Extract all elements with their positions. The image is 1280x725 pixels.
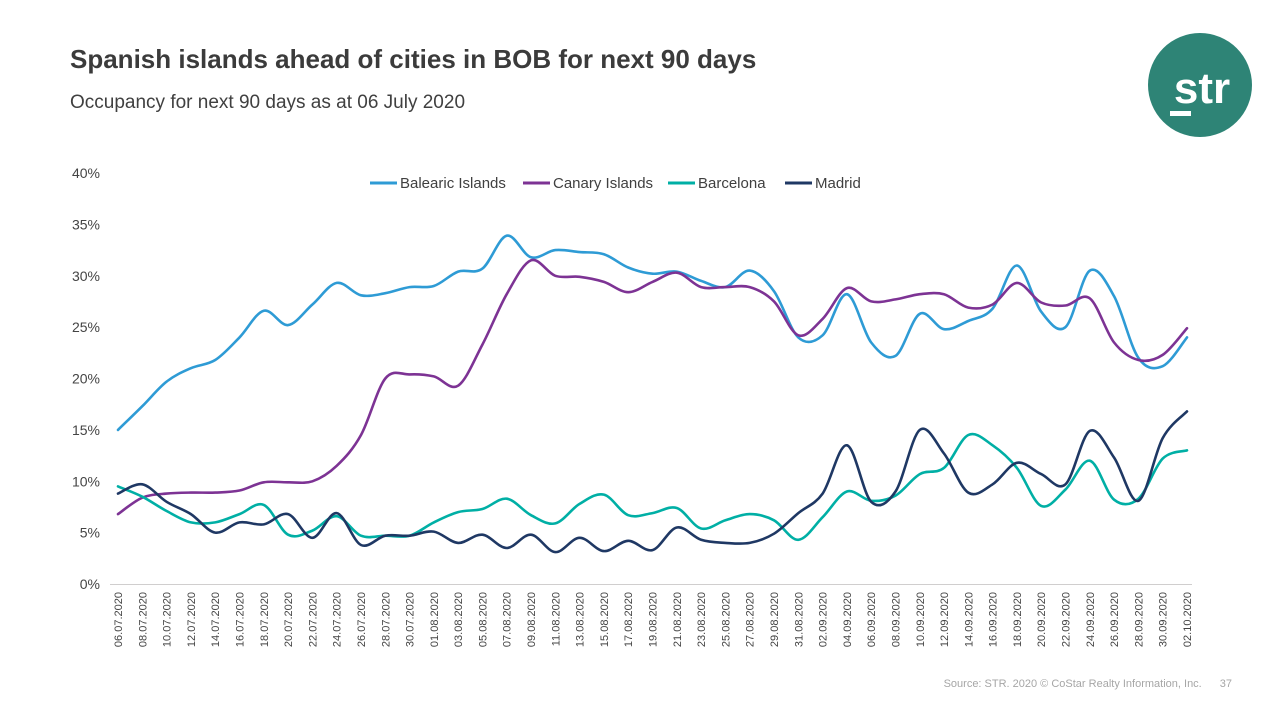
x-axis-label: 01.08.2020: [429, 592, 441, 647]
x-axis-label: 14.09.2020: [963, 592, 975, 647]
x-axis-label: 24.09.2020: [1085, 592, 1097, 647]
x-axis-label: 21.08.2020: [672, 592, 684, 647]
x-axis-label: 18.07.2020: [259, 592, 271, 647]
x-axis-label: 18.09.2020: [1012, 592, 1024, 647]
x-axis-label: 26.09.2020: [1109, 592, 1121, 647]
x-axis-label: 22.09.2020: [1061, 592, 1073, 647]
legend-item-madrid: Madrid: [785, 175, 861, 192]
x-axis-label: 25.08.2020: [720, 592, 732, 647]
page-number: 37: [1219, 678, 1232, 690]
legend-label: Barcelona: [698, 175, 766, 192]
x-axis-label: 28.09.2020: [1133, 592, 1145, 647]
x-axis-label: 06.07.2020: [113, 592, 125, 647]
y-axis-label: 40%: [72, 165, 100, 181]
str-logo-graphic: str: [1148, 33, 1252, 137]
legend-label: Balearic Islands: [400, 175, 506, 192]
x-axis-label: 27.08.2020: [745, 592, 757, 647]
x-axis-label: 12.09.2020: [939, 592, 951, 647]
page-subtitle: Occupancy for next 90 days as at 06 July…: [70, 92, 466, 113]
x-axis-label: 16.09.2020: [988, 592, 1000, 647]
x-axis-label: 11.08.2020: [550, 592, 562, 646]
str-logo-underline: [1170, 111, 1191, 116]
x-axis-label: 08.07.2020: [137, 592, 149, 647]
legend-item-canary-islands: Canary Islands: [523, 175, 653, 192]
y-axis-label: 0%: [80, 576, 100, 592]
x-axis-label: 17.08.2020: [623, 592, 635, 647]
x-axis-label: 20.09.2020: [1036, 592, 1048, 647]
x-axis-label: 24.07.2020: [332, 592, 344, 647]
footer: Source: STR. 2020 © CoStar Realty Inform…: [944, 678, 1232, 690]
x-axis-label: 06.09.2020: [866, 592, 878, 647]
x-axis-label: 20.07.2020: [283, 592, 295, 647]
y-axis-label: 25%: [72, 319, 100, 335]
x-axis-label: 29.08.2020: [769, 592, 781, 647]
y-axis-label: 30%: [72, 268, 100, 284]
legend-label: Canary Islands: [553, 175, 653, 192]
x-axis-label: 19.08.2020: [648, 592, 660, 647]
chart-line-madrid: [116, 410, 1189, 554]
x-axis-label: 16.07.2020: [234, 592, 246, 647]
x-axis-label: 22.07.2020: [307, 592, 319, 647]
x-axis-label: 08.09.2020: [890, 592, 902, 647]
x-axis-label: 04.09.2020: [842, 592, 854, 647]
y-axis-label: 15%: [72, 422, 100, 438]
page-title: Spanish islands ahead of cities in BOB f…: [70, 44, 757, 74]
x-axis-label: 10.09.2020: [915, 592, 927, 647]
x-axis-label: 13.08.2020: [575, 592, 587, 647]
x-axis-label: 26.07.2020: [356, 592, 368, 647]
x-axis-label: 09.08.2020: [526, 592, 538, 647]
x-axis-label: 31.08.2020: [793, 592, 805, 647]
source-text: Source: STR. 2020 © CoStar Realty Inform…: [943, 678, 1202, 690]
x-axis-label: 28.07.2020: [380, 592, 392, 647]
legend-item-balearic-islands: Balearic Islands: [370, 175, 506, 192]
x-axis-label: 07.08.2020: [502, 592, 514, 647]
y-axis-label: 35%: [72, 216, 100, 232]
x-axis-label: 10.07.2020: [162, 592, 174, 647]
x-axis-label: 02.09.2020: [818, 592, 830, 647]
x-axis-label: 12.07.2020: [186, 592, 198, 647]
x-axis-label: 03.08.2020: [453, 592, 465, 647]
y-axis-label: 10%: [72, 473, 100, 489]
legend-label: Madrid: [815, 175, 861, 192]
str-logo: str: [1148, 33, 1252, 137]
chart-line-canary-islands: [116, 258, 1189, 516]
x-axis-label: 15.08.2020: [599, 592, 611, 647]
x-axis-label: 02.10.2020: [1182, 592, 1194, 647]
x-axis-label: 05.08.2020: [477, 592, 489, 647]
x-axis-label: 23.08.2020: [696, 592, 708, 647]
chart-line-barcelona: [116, 432, 1189, 542]
y-axis-label: 5%: [80, 525, 100, 541]
x-axis-label: 30.09.2020: [1158, 592, 1170, 647]
str-logo-text: str: [1174, 64, 1230, 113]
y-axis-label: 20%: [72, 371, 100, 387]
x-axis-label: 30.07.2020: [405, 592, 417, 647]
x-axis-label: 14.07.2020: [210, 592, 222, 647]
legend-item-barcelona: Barcelona: [668, 175, 766, 192]
chart-line-balearic-islands: [116, 234, 1189, 432]
